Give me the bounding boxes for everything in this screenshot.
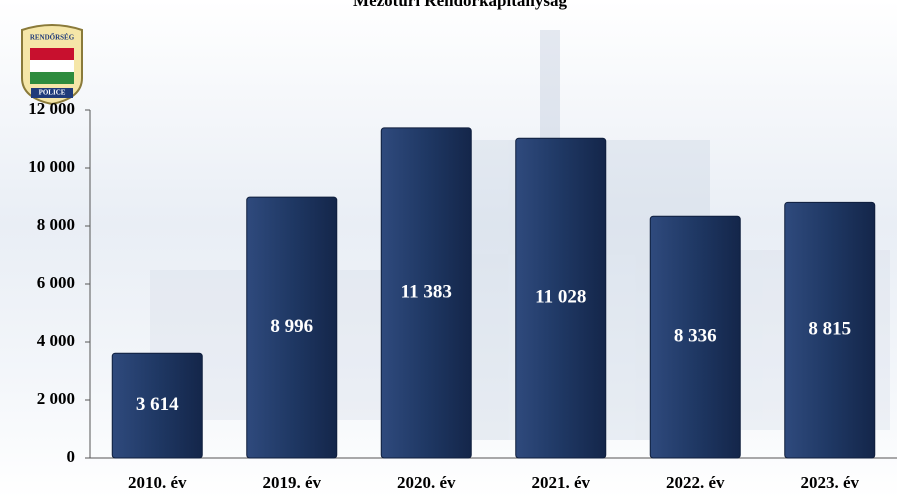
y-tick-label: 0: [67, 447, 76, 466]
x-tick-label: 2020. év: [397, 473, 456, 492]
y-tick-label: 2 000: [37, 389, 75, 408]
logo-text: RENDŐRSÉG: [30, 34, 75, 42]
x-tick-label: 2023. év: [800, 473, 859, 492]
y-tick-label: 4 000: [37, 331, 75, 350]
value-label: 11 028: [535, 286, 586, 307]
logo-text: POLICE: [39, 89, 66, 97]
y-tick-label: 12 000: [28, 99, 75, 118]
x-tick-label: 2021. év: [531, 473, 590, 492]
y-tick-label: 6 000: [37, 273, 75, 292]
x-tick-label: 2019. év: [262, 473, 321, 492]
bar: [784, 201, 876, 459]
bar: [649, 215, 741, 459]
value-label: 8 996: [270, 316, 313, 337]
chart-title: Mezőtúri Rendőrkapitányság: [353, 0, 567, 10]
bar: [111, 352, 203, 459]
y-tick-label: 8 000: [37, 215, 75, 234]
bar: [515, 137, 607, 459]
value-label: 8 815: [808, 319, 851, 340]
y-tick-label: 10 000: [28, 157, 75, 176]
value-label: 3 614: [136, 394, 179, 415]
logo: RENDŐRSÉG POLICE: [21, 24, 83, 106]
x-tick-label: 2022. év: [666, 473, 725, 492]
x-tick-label: 2010. év: [128, 473, 187, 492]
value-label: 11 383: [401, 281, 452, 302]
bar: [380, 127, 472, 459]
value-label: 8 336: [674, 325, 717, 346]
bar: [246, 196, 338, 459]
